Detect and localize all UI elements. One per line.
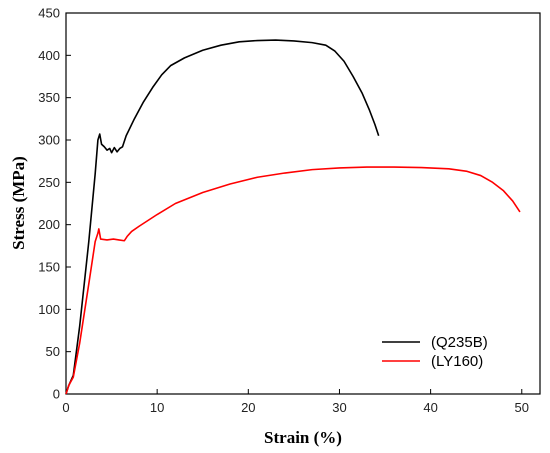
x-tick-label: 20 [241, 400, 255, 415]
plot-area-frame [65, 12, 541, 395]
y-tick-label: 350 [38, 90, 60, 105]
x-tick-label: 40 [423, 400, 437, 415]
y-tick-label: 150 [38, 260, 60, 275]
x-tick-label: 50 [515, 400, 529, 415]
x-tick-label: 30 [332, 400, 346, 415]
legend-label-ly160: (LY160) [431, 353, 483, 370]
x-tick-label: 0 [62, 400, 69, 415]
legend-label-q235b: (Q235B) [431, 334, 488, 351]
ticks-group: 0 10 20 30 40 50 0 50 100 150 200 250 300 350 400 450 [38, 6, 529, 416]
y-tick-label: 300 [38, 133, 60, 148]
legend: (Q235B) (LY160) [382, 334, 488, 370]
y-tick-label: 400 [38, 48, 60, 63]
x-axis-title: Strain (%) [264, 428, 342, 447]
series-line-q235b [65, 39, 380, 395]
y-tick-label: 450 [38, 6, 60, 21]
series-line-ly160 [65, 166, 521, 395]
series-group [65, 39, 521, 395]
y-tick-label: 250 [38, 175, 60, 190]
y-tick-label: 50 [46, 344, 60, 359]
y-axis-title: Stress (MPa) [9, 156, 28, 250]
y-tick-label: 100 [38, 302, 60, 317]
y-tick-label: 0 [53, 387, 60, 402]
y-tick-label: 200 [38, 217, 60, 232]
x-tick-label: 10 [150, 400, 164, 415]
